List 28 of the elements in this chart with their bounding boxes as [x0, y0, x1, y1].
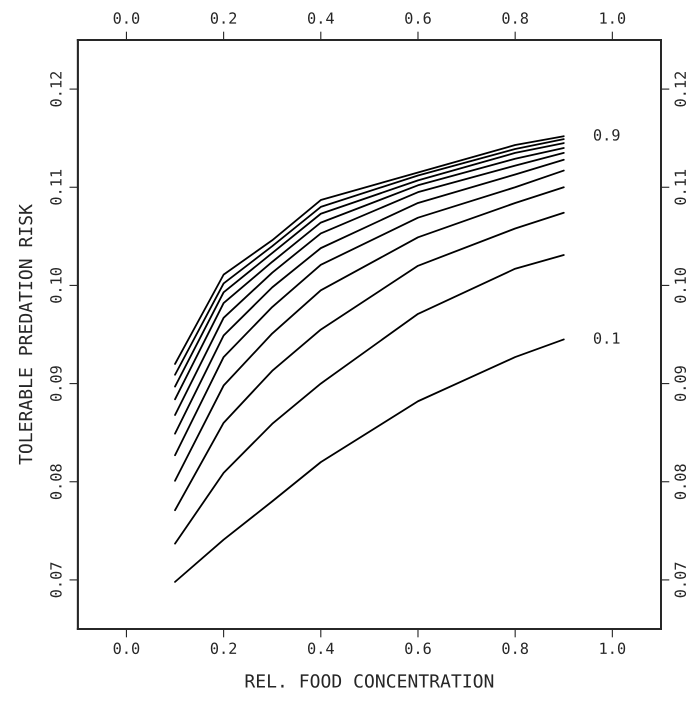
y-axis-title: TOLERABLE PREDATION RISK	[18, 204, 32, 465]
y-tick-label: 0.09	[50, 366, 62, 401]
y2-tick-label: 0.12	[674, 72, 686, 106]
x-tick-label: 0.6	[405, 642, 431, 654]
y2-tick-label: 0.11	[674, 170, 686, 205]
x-tick-label: 0.4	[308, 642, 334, 654]
x2-tick-label: 1.0	[600, 12, 626, 24]
y-tick-label: 0.10	[50, 268, 62, 303]
x2-tick-label: 0.8	[502, 12, 528, 24]
x-tick-label: 0.0	[114, 642, 140, 654]
y2-tick-label: 0.07	[674, 562, 686, 598]
x2-tick-label: 0.2	[210, 12, 236, 24]
x2-tick-label: 0.0	[114, 12, 140, 24]
x-tick-label: 0.8	[502, 642, 528, 654]
y-tick-label: 0.07	[50, 562, 62, 598]
x2-tick-label: 0.4	[308, 12, 334, 24]
x-axis-title: REL. FOOD CONCENTRATION	[246, 674, 494, 688]
x-tick-label: 0.2	[210, 642, 236, 654]
y2-tick-label: 0.08	[674, 464, 686, 500]
series-label: 0.9	[594, 129, 620, 141]
y-tick-label: 0.12	[50, 72, 62, 106]
series-label: 0.1	[594, 332, 620, 344]
y-tick-label: 0.11	[50, 170, 62, 205]
y-tick-label: 0.08	[50, 464, 62, 500]
x-tick-label: 1.0	[600, 642, 626, 654]
y2-tick-label: 0.09	[674, 366, 686, 401]
x2-tick-label: 0.6	[405, 12, 431, 24]
y2-tick-label: 0.10	[674, 268, 686, 303]
